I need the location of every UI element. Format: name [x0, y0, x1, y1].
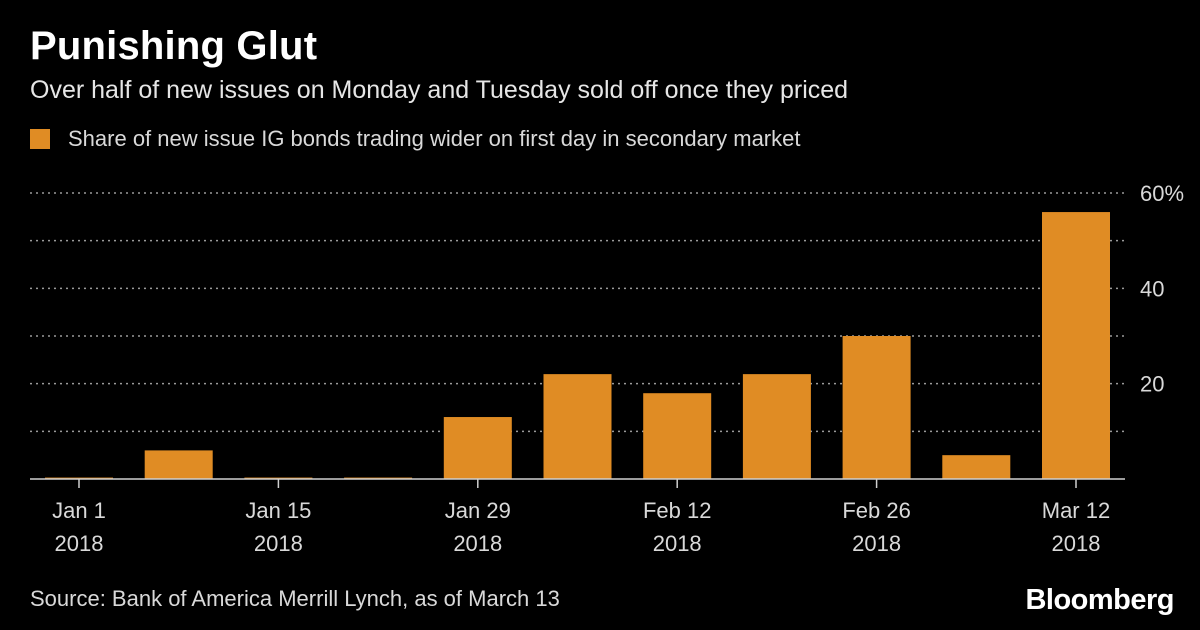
legend-label: Share of new issue IG bonds trading wide… [68, 126, 801, 151]
y-tick-label: 60% [1140, 181, 1184, 206]
x-tick-year-label: 2018 [55, 531, 104, 556]
x-tick-year-label: 2018 [1052, 531, 1101, 556]
bars [45, 212, 1110, 480]
y-tick-label: 40 [1140, 276, 1164, 301]
source-note: Source: Bank of America Merrill Lynch, a… [30, 586, 560, 611]
bar [643, 393, 712, 479]
bar [543, 374, 612, 479]
x-tick-label: Jan 29 [445, 498, 511, 523]
x-tick-year-label: 2018 [852, 531, 901, 556]
x-tick-label: Feb 12 [643, 498, 712, 523]
x-tick-year-label: 2018 [653, 531, 702, 556]
y-axis-labels: 20 40 60% [1140, 181, 1184, 397]
x-tick-year-label: 2018 [453, 531, 502, 556]
x-tick-label: Mar 12 [1042, 498, 1110, 523]
x-tick-label: Jan 15 [245, 498, 311, 523]
bloomberg-logo: Bloomberg [1025, 584, 1174, 616]
x-axis-labels: Jan 1 2018 Jan 15 2018 Jan 29 2018 Feb 12 2018 F… [52, 498, 1110, 556]
bar [443, 417, 512, 479]
x-tick-label: Jan 1 [52, 498, 106, 523]
bar [942, 455, 1011, 479]
bar [842, 336, 911, 479]
bar [1042, 212, 1110, 480]
chart-subtitle: Over half of new issues on Monday and Tu… [30, 76, 849, 104]
x-tick-year-label: 2018 [254, 531, 303, 556]
bar [144, 450, 213, 479]
bar [742, 374, 811, 479]
x-axis [30, 478, 1125, 488]
chart-legend: Share of new issue IG bonds trading wide… [30, 126, 800, 152]
x-tick-label: Feb 26 [842, 498, 911, 523]
chart-title: Punishing Glut [30, 24, 318, 68]
legend-swatch [30, 129, 50, 149]
y-tick-label: 20 [1140, 372, 1164, 397]
